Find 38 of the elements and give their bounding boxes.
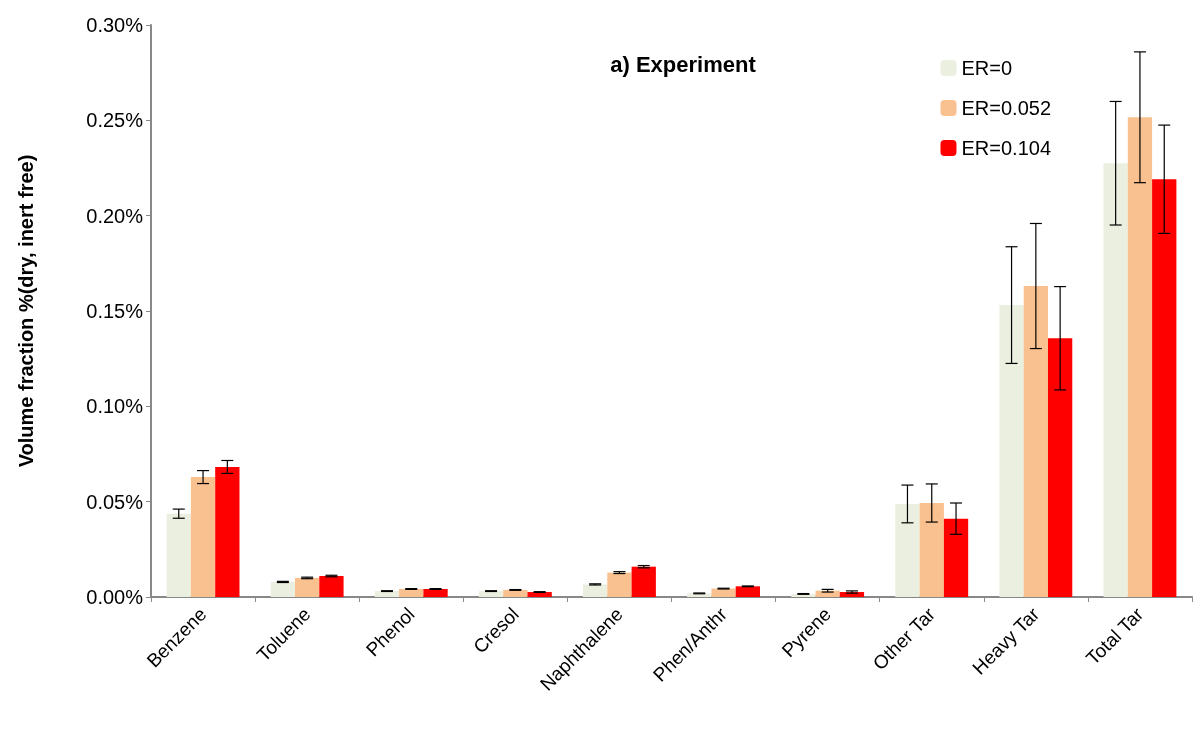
bar xyxy=(1103,163,1128,597)
bar xyxy=(735,586,760,597)
y-tick-label: 0.05% xyxy=(86,490,144,513)
bar xyxy=(607,572,632,597)
bar xyxy=(374,591,400,597)
text: a) Experiment xyxy=(610,51,757,77)
y-axis-title: Volume fraction %(dry, inert free) xyxy=(15,154,37,468)
bar xyxy=(399,588,424,597)
y-tick-label: 0.30% xyxy=(86,14,144,36)
legend-label: ER=0.104 xyxy=(961,137,1051,159)
bar xyxy=(999,305,1024,597)
y-tick-label: 0.25% xyxy=(86,109,144,132)
y-tick-label: 0.10% xyxy=(86,395,144,418)
bar xyxy=(166,513,191,597)
bar xyxy=(1047,338,1073,597)
bar xyxy=(215,466,240,597)
bar xyxy=(270,581,296,597)
bar xyxy=(527,592,552,597)
bar xyxy=(190,477,216,597)
y-tick-label: 0.00% xyxy=(86,586,144,608)
bar xyxy=(895,503,920,597)
bar xyxy=(1127,117,1153,597)
y-tick-label: 0.20% xyxy=(86,204,144,227)
bar xyxy=(1023,286,1048,597)
bar xyxy=(943,518,969,597)
bar xyxy=(478,591,504,597)
bar xyxy=(583,584,608,597)
y-tick-label: 0.15% xyxy=(86,300,144,322)
bar xyxy=(503,589,528,597)
legend-label: ER=0 xyxy=(961,57,1013,79)
bar xyxy=(919,503,944,597)
legend-label: ER=0.052 xyxy=(961,97,1051,119)
bar xyxy=(423,588,448,597)
bar xyxy=(711,588,736,597)
bar xyxy=(319,576,344,597)
bar xyxy=(1152,179,1177,597)
bar xyxy=(631,566,656,597)
bar xyxy=(295,577,320,597)
